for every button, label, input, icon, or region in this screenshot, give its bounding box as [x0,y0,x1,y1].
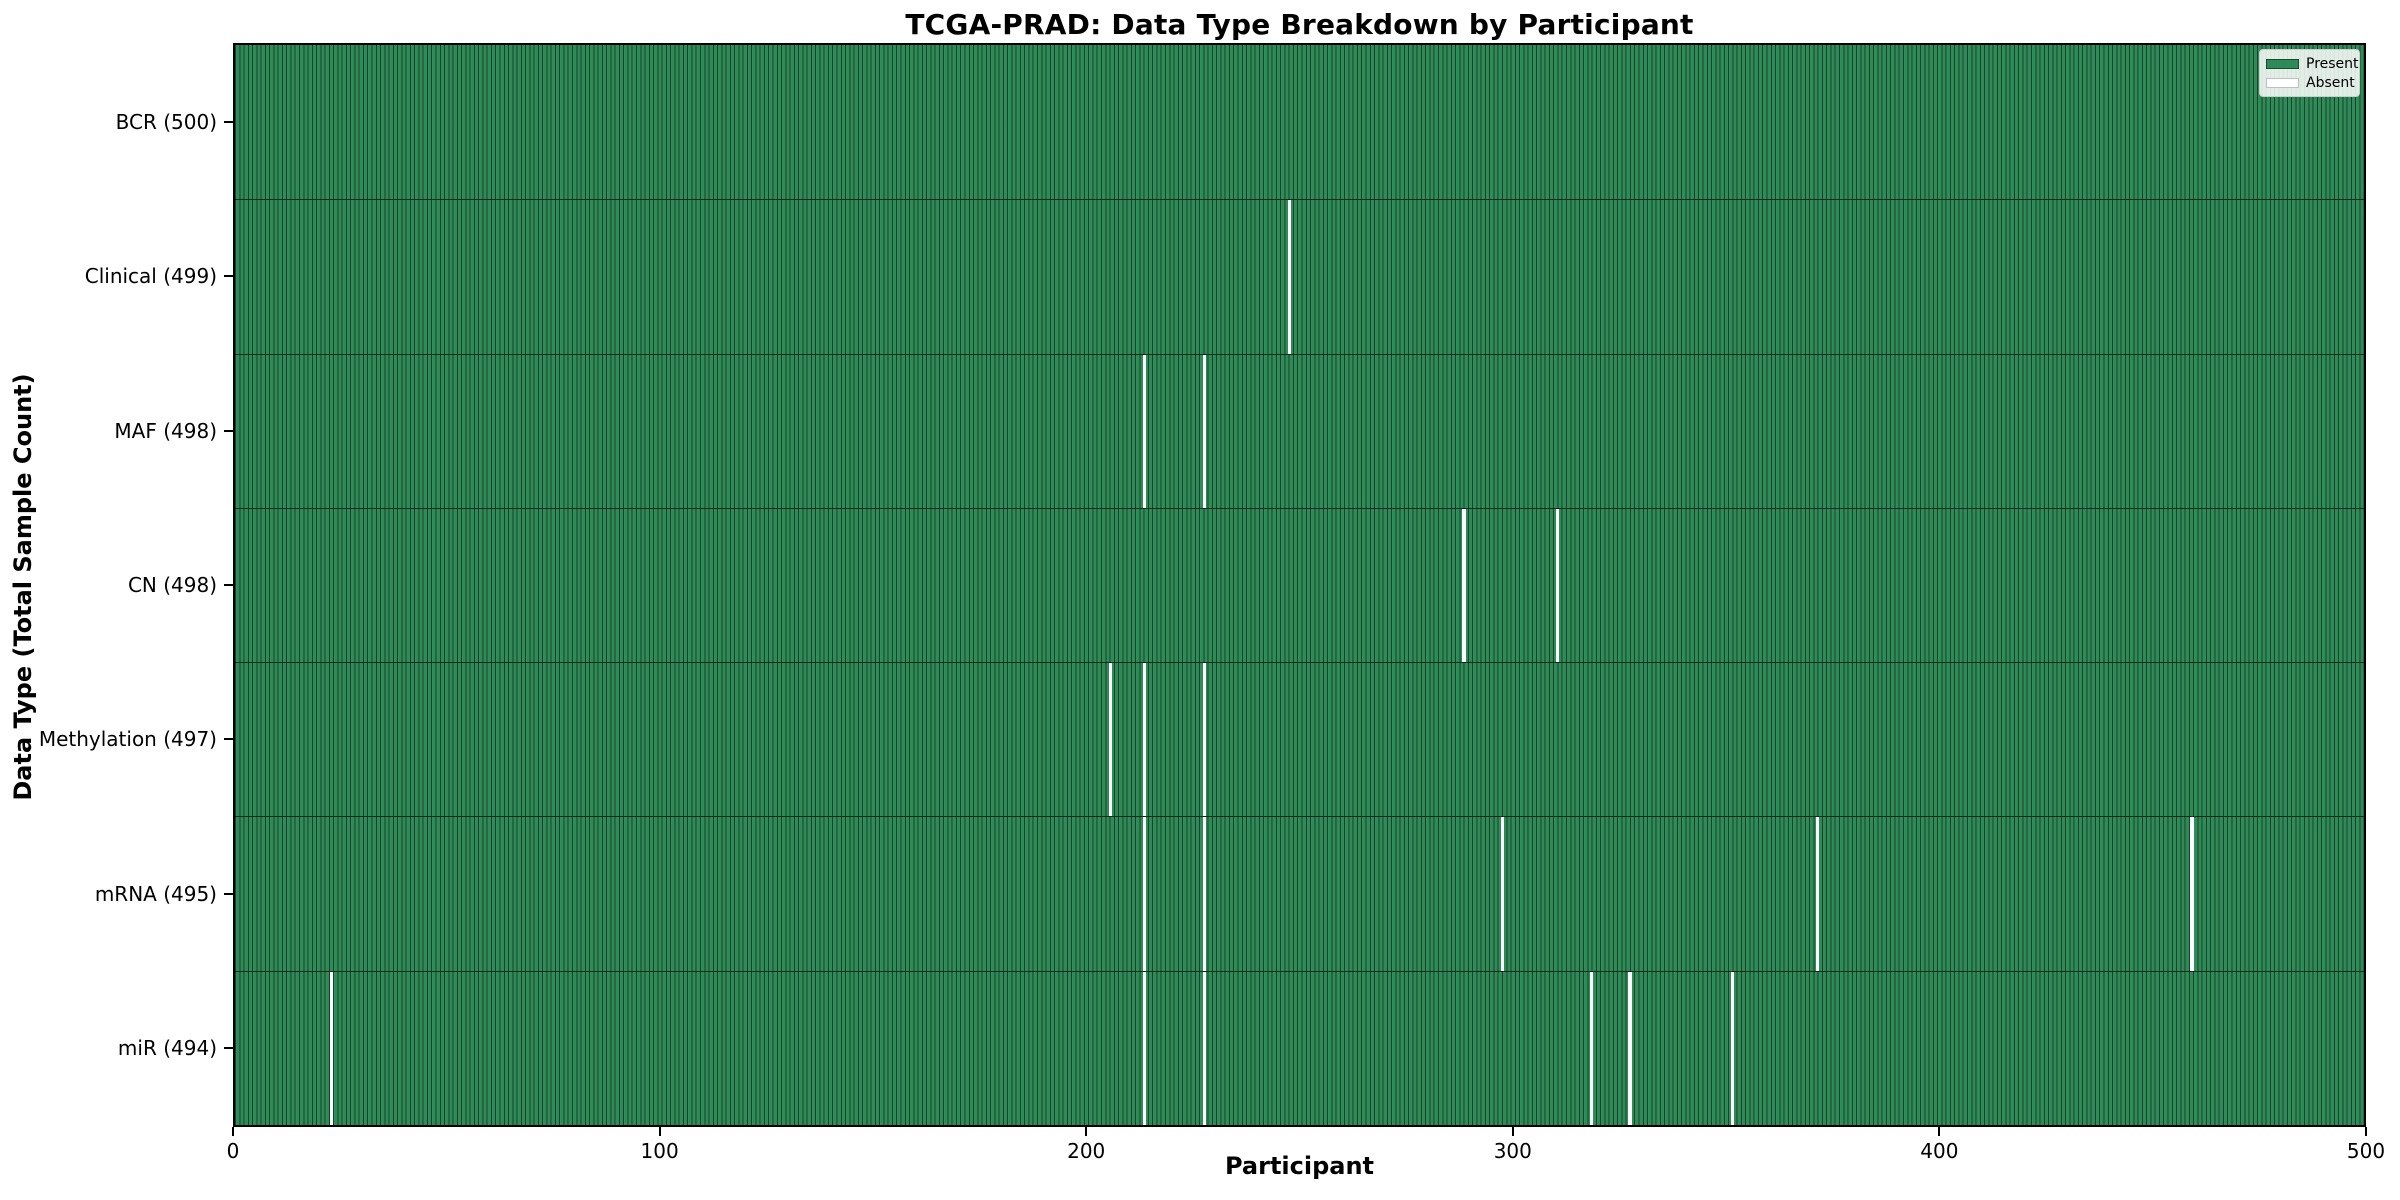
y-tick-mark [224,892,233,895]
plot-area: Present Absent [233,43,2366,1127]
absent-gap [1142,663,1147,817]
x-tick-mark [2365,1127,2367,1136]
absent-gap [1202,663,1206,817]
absent-swatch-icon [2266,77,2299,88]
present-swatch-icon [2266,58,2299,69]
data-row-mir [235,970,2364,1125]
x-tick-label: 200 [1067,1139,1106,1163]
x-tick-mark [1085,1127,1088,1136]
absent-gap [2190,817,2194,971]
x-axis-label: Participant [1224,1152,1375,1180]
absent-gap [1202,817,1206,971]
absent-gap [1590,971,1594,1125]
y-tick-label-methylation: Methylation (497) [38,727,217,752]
legend: Present Absent [2259,49,2360,97]
legend-entry-absent: Absent [2266,73,2355,92]
data-row-mrna [235,816,2364,971]
y-tick-mark [224,275,233,278]
data-row-clinical [235,199,2364,354]
absent-gap [1462,508,1466,663]
absent-gap [1730,971,1734,1125]
absent-gap [1555,508,1560,663]
y-tick-label-cn: CN (498) [127,573,217,597]
y-tick-mark [224,121,233,124]
legend-entry-present: Present [2266,54,2359,73]
x-tick-mark [1511,1127,1514,1136]
chart-title: TCGA-PRAD: Data Type Breakdown by Partic… [905,8,1694,41]
y-tick-label-mir: miR (494) [117,1035,217,1060]
x-tick-label: 500 [2346,1139,2386,1163]
absent-gap [329,971,333,1125]
absent-gap [1628,971,1632,1125]
y-tick-mark [224,738,233,741]
y-tick-mark [224,584,233,586]
x-tick-mark [658,1127,661,1136]
legend-label-absent: Absent [2306,74,2355,91]
x-tick-label: 0 [226,1139,240,1163]
data-row-methylation [235,662,2364,817]
x-tick-label: 400 [1920,1139,1959,1163]
x-tick-label: 300 [1493,1139,1532,1163]
legend-label-present: Present [2306,55,2359,72]
data-row-bcr [235,45,2364,200]
y-tick-label-mrna: mRNA (495) [94,881,217,906]
absent-gap [1202,354,1206,508]
absent-gap [1108,663,1113,817]
y-tick-mark [224,429,233,432]
x-tick-label: 100 [640,1139,679,1163]
data-row-cn [235,507,2364,663]
absent-gap [1142,817,1147,971]
absent-gap [1287,200,1291,354]
y-tick-label-maf: MAF (498) [114,418,217,443]
data-row-maf [235,353,2364,508]
y-tick-label-bcr: BCR (500) [115,110,217,135]
absent-gap [1815,817,1819,971]
y-tick-mark [224,1046,233,1049]
x-tick-mark [232,1127,234,1136]
absent-gap [1142,354,1147,508]
y-tick-label-clinical: Clinical (499) [84,264,217,289]
absent-gap [1500,817,1504,971]
absent-gap [1142,971,1147,1125]
absent-gap [1202,971,1206,1125]
x-tick-mark [1938,1127,1941,1136]
